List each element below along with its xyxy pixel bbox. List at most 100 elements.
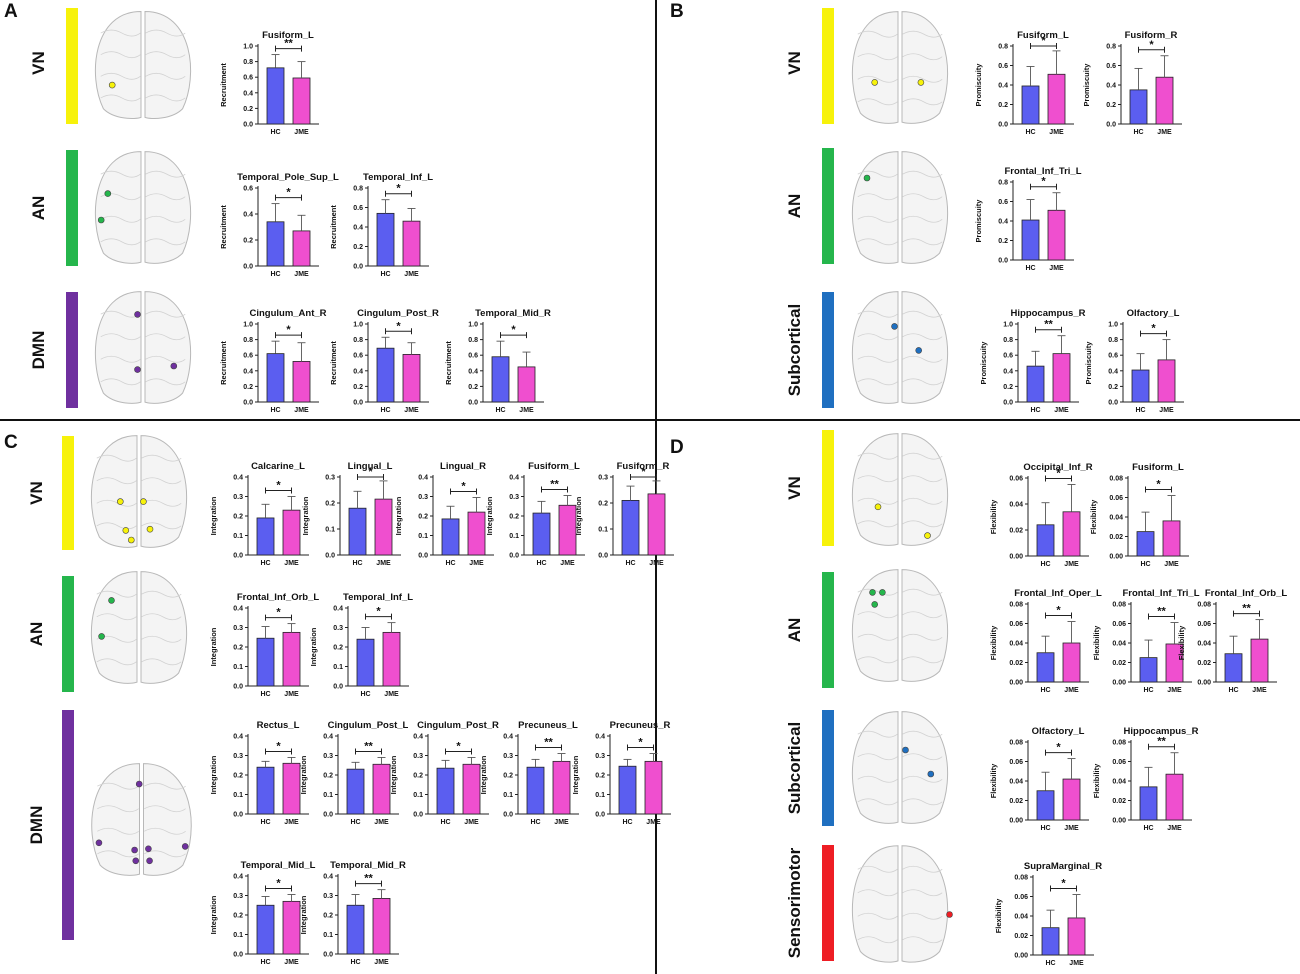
brain-node-dot [104, 190, 112, 197]
y-tick-label: 0.4 [509, 475, 519, 482]
bar-jme [292, 361, 311, 403]
y-tick-label: 0.3 [418, 494, 428, 501]
brain-gyrus-line [902, 333, 943, 341]
y-tick-label: 0.0 [233, 952, 243, 959]
y-axis-label: Promiscuity [974, 63, 983, 107]
bar-chart: Fusiform_L Recruitment 0.0 0.2 0.4 0.6 0.8 1.0 H… [219, 30, 319, 136]
brain-gyrus-line [902, 730, 943, 738]
network-color-bar [822, 148, 834, 264]
y-tick-label: 0.04 [1112, 779, 1126, 786]
brain-gyrus-line [902, 310, 943, 318]
y-tick-label: 0.4 [418, 475, 428, 482]
brain-outline [94, 291, 192, 404]
y-tick-label: 0.08 [1009, 602, 1023, 609]
x-tick-label: HC [260, 819, 270, 826]
brain-node-dot [134, 311, 141, 318]
brain-gyrus-line [100, 170, 141, 178]
x-tick-label: HC [625, 560, 635, 567]
brain-gyrus-line [902, 889, 943, 897]
x-tick-label: HC [260, 959, 270, 966]
y-tick-label: 0.06 [1014, 894, 1028, 901]
brain-gyrus-line [96, 590, 137, 598]
brain-gyrus-line [145, 51, 186, 59]
brain-left-hemisphere [851, 569, 899, 682]
bar-hc [266, 67, 285, 125]
y-tick-label: 0.6 [243, 75, 253, 82]
y-tick-label: 0.2 [353, 244, 363, 251]
y-tick-label: 0.3 [333, 625, 343, 632]
bar-jme [1062, 511, 1081, 557]
y-tick-label: 0.4 [503, 734, 513, 741]
y-tick-label: 0.2 [998, 238, 1008, 245]
bar-jme [1155, 76, 1174, 125]
significance-marker: * [641, 466, 646, 478]
chart-title: SupraMarginal_R [1024, 861, 1102, 872]
significance-marker: * [286, 187, 291, 199]
y-tick-label: 0.8 [1003, 337, 1013, 344]
y-axis-label: Integration [209, 895, 218, 934]
significance-marker: * [276, 607, 281, 619]
y-tick-label: 0.02 [1112, 798, 1126, 805]
y-axis-label: Integration [389, 755, 398, 794]
bar-hc [376, 212, 395, 267]
y-tick-label: 0.8 [353, 337, 363, 344]
chart-title: Lingual_L [348, 461, 393, 472]
chart-title: Precuneus_L [518, 720, 578, 731]
chart-title: Cingulum_Post_R [417, 720, 499, 731]
brain-node-dot [97, 216, 105, 224]
brain-gyrus-line [100, 51, 141, 59]
chart-title: Cingulum_Ant_R [249, 308, 326, 319]
y-axis-label: Flexibility [989, 625, 998, 660]
brain-gyrus-line [857, 730, 898, 738]
bar-hc [256, 637, 275, 687]
y-tick-label: 0.2 [509, 514, 519, 521]
y-axis-label: Recruitment [329, 205, 338, 249]
bar-chart: Frontal_Inf_Tri_L Flexibility 0.00 0.02 0.04… [1092, 588, 1200, 694]
brain-gyrus-line [902, 238, 943, 246]
brain-right-hemisphere [144, 291, 192, 404]
brain-gyrus-line [145, 238, 186, 246]
y-axis-label: Flexibility [989, 763, 998, 798]
bar-jme [1062, 778, 1081, 821]
network-color-bar [66, 150, 78, 266]
y-tick-label: 1.0 [1003, 322, 1013, 329]
y-tick-label: 0.0 [233, 812, 243, 819]
brain-gyrus-line [145, 215, 186, 223]
bar-jme [1162, 520, 1181, 557]
y-tick-label: 0.08 [1109, 476, 1123, 483]
brain-right-hemisphere [901, 11, 949, 124]
x-tick-label: HC [1025, 129, 1035, 136]
brain-gyrus-line [857, 98, 898, 106]
x-tick-label: JME [294, 271, 309, 278]
significance-marker: * [286, 324, 291, 336]
y-tick-label: 0.6 [353, 353, 363, 360]
brain-gyrus-line [902, 588, 943, 596]
y-tick-label: 0.2 [503, 773, 513, 780]
brain-node-dot [170, 362, 178, 370]
y-tick-label: 0.4 [1003, 368, 1013, 375]
significance-marker: * [276, 878, 281, 890]
y-tick-label: 0.0 [243, 400, 253, 407]
x-tick-label: HC [380, 271, 390, 278]
y-tick-label: 0.6 [998, 199, 1008, 206]
x-tick-label: JME [284, 959, 299, 966]
y-tick-label: 0.6 [468, 353, 478, 360]
brain-left-hemisphere [851, 433, 899, 546]
significance-marker: * [461, 480, 466, 492]
y-tick-label: 0.2 [233, 913, 243, 920]
y-axis-label: Integration [301, 496, 310, 535]
y-tick-label: 0.06 [1009, 476, 1023, 483]
y-tick-label: 0.4 [243, 212, 253, 219]
chart-title: Frontal_Inf_Orb_L [237, 592, 320, 603]
brain-gyrus-line [857, 215, 898, 223]
brain-node-dot [117, 498, 124, 505]
brain-node-dot [131, 846, 138, 854]
brain-gyrus-line [145, 378, 186, 386]
bar-jme [1067, 917, 1086, 956]
significance-marker: * [1056, 742, 1061, 754]
brain-gyrus-line [141, 499, 182, 507]
brain-node-dot [946, 911, 953, 918]
x-tick-label: HC [270, 129, 280, 136]
brain-gyrus-line [857, 775, 898, 783]
significance-marker: * [276, 740, 281, 752]
